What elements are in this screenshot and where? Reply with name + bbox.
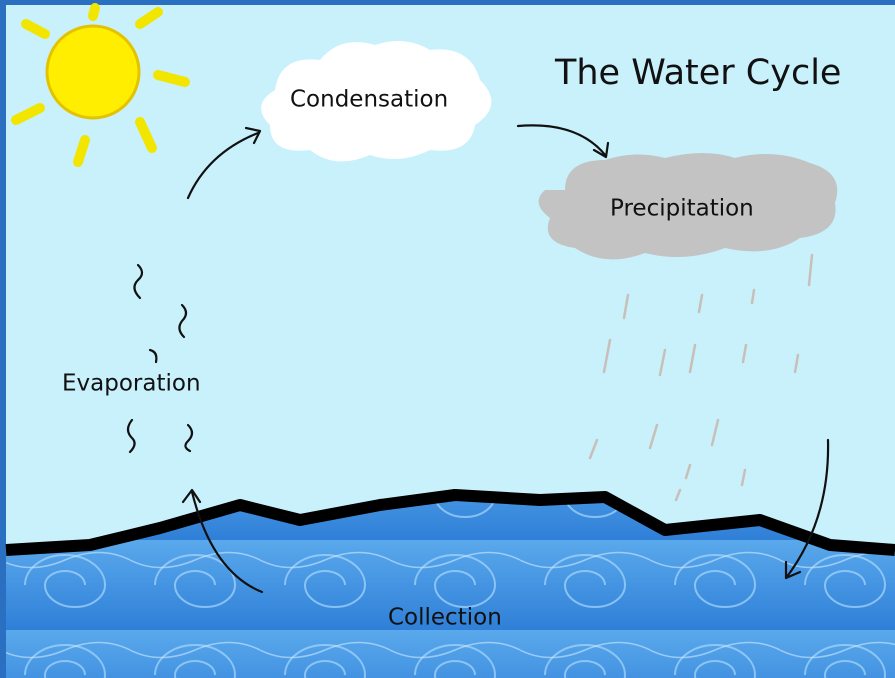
stage-label: Condensation: [290, 87, 448, 113]
sun-ray: [78, 140, 85, 162]
stage-label: Precipitation: [610, 196, 754, 222]
sun-disc: [47, 26, 139, 118]
diagram: The Water Cycle Condensation Precipitati…: [0, 0, 895, 678]
stage-label: Collection: [388, 605, 502, 631]
page: The Water Cycle Condensation Precipitati…: [0, 0, 895, 678]
sun-ray: [93, 8, 95, 16]
sun-ray: [158, 75, 185, 82]
title: The Water Cycle: [554, 53, 841, 93]
stage-label: Evaporation: [62, 371, 201, 397]
